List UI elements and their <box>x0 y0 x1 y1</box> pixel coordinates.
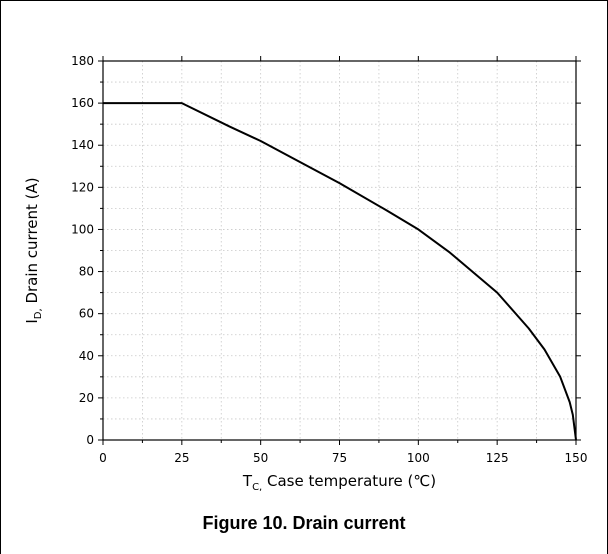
y-tick-label: 80 <box>79 265 94 279</box>
series-line-drain-current <box>103 102 577 441</box>
grid <box>103 61 576 440</box>
y-axis-label: ID, Drain current (A) <box>23 177 44 323</box>
x-tick-label: 100 <box>407 451 430 465</box>
x-tick-label: 0 <box>99 451 107 465</box>
x-tick-label: 125 <box>486 451 509 465</box>
y-tick-label: 160 <box>71 96 94 110</box>
y-tick-label: 0 <box>86 433 94 447</box>
y-tick-label: 180 <box>71 54 94 68</box>
y-tick-label: 60 <box>79 307 94 321</box>
x-tick-label: 50 <box>253 451 268 465</box>
x-tick-label: 75 <box>332 451 347 465</box>
drain-current-chart: 0 25 50 75 100 125 150 0 20 40 60 80 100 120 140 160 180… <box>23 54 587 493</box>
y-tick-label: 100 <box>71 222 94 236</box>
axis-ticks: 0 25 50 75 100 125 150 0 20 40 60 80 100 120 140 160 180 <box>71 54 587 465</box>
y-tick-label: 40 <box>79 349 94 363</box>
x-axis-label: TC, Case temperature (℃) <box>242 472 436 493</box>
y-tick-label: 120 <box>71 180 94 194</box>
series-layer <box>103 102 577 441</box>
y-tick-label: 20 <box>79 391 94 405</box>
figure-caption: Figure 10. Drain current <box>202 513 406 533</box>
x-tick-label: 150 <box>565 451 588 465</box>
y-tick-label: 140 <box>71 138 94 152</box>
x-tick-label: 25 <box>174 451 189 465</box>
